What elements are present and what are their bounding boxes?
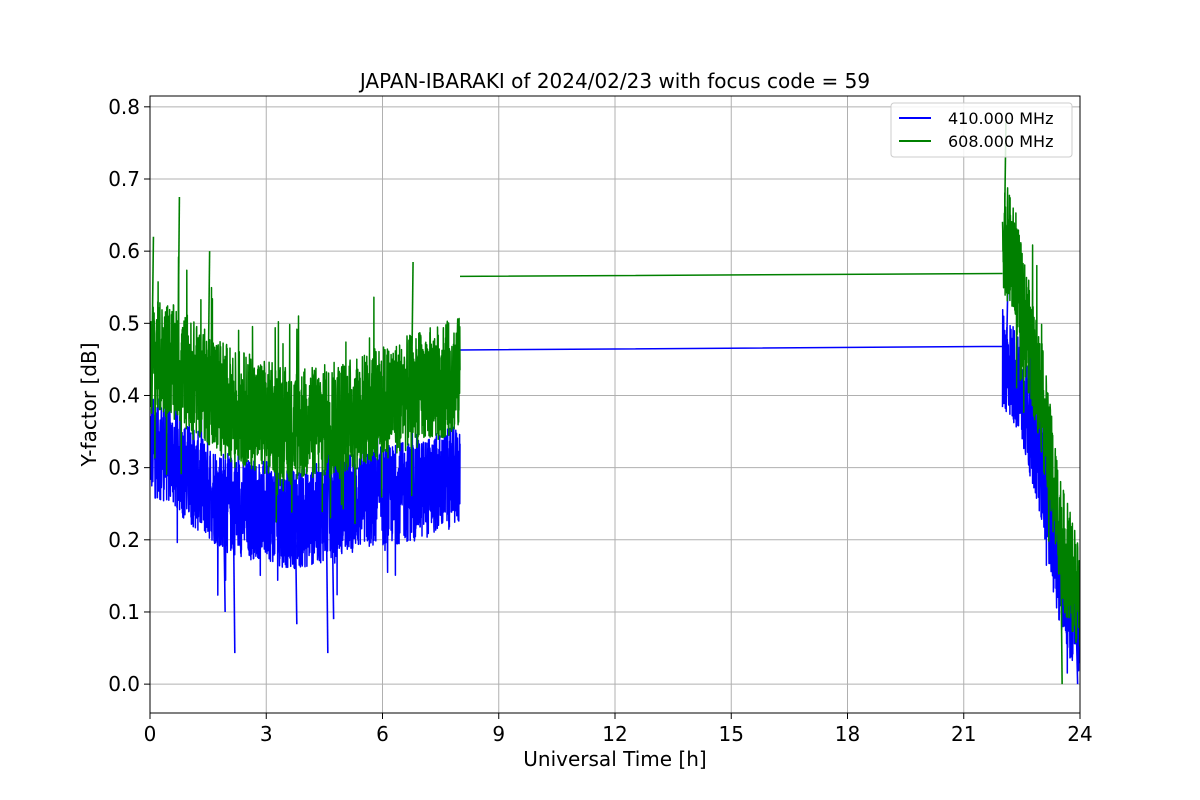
- y-tick-label: 0.2: [108, 528, 140, 552]
- y-tick-label: 0.3: [108, 456, 140, 480]
- series-spike: [222, 500, 226, 612]
- series-spike: [410, 261, 414, 392]
- chart-title: JAPAN-IBARAKI of 2024/02/23 with focus c…: [358, 69, 870, 93]
- series-path: [150, 187, 1080, 647]
- x-tick-label: 24: [1067, 722, 1092, 746]
- series-spike: [1059, 530, 1063, 685]
- x-tick-label: 12: [602, 722, 627, 746]
- series-2-line: [150, 121, 1080, 685]
- series-spike: [151, 236, 155, 360]
- y-tick-label: 0.6: [108, 239, 140, 263]
- series-spike: [331, 508, 335, 620]
- y-tick-label: 0.5: [108, 311, 140, 335]
- x-tick-label: 15: [719, 722, 744, 746]
- x-tick-label: 9: [492, 722, 505, 746]
- x-tick-label: 18: [835, 722, 860, 746]
- series-spike: [325, 510, 329, 654]
- y-axis-label: Y-factor [dB]: [77, 342, 101, 467]
- y-tick-label: 0.7: [108, 167, 140, 191]
- series-spike: [177, 197, 181, 366]
- series-spike: [294, 518, 298, 625]
- legend-entry-label: 608.000 MHz: [948, 132, 1053, 151]
- x-tick-label: 6: [376, 722, 389, 746]
- x-tick-label: 3: [260, 722, 273, 746]
- y-tick-label: 0.8: [108, 95, 140, 119]
- x-tick-label: 0: [144, 722, 157, 746]
- y-tick-label: 0.4: [108, 383, 140, 407]
- legend-entry-label: 410.000 MHz: [948, 109, 1053, 128]
- series-spike: [207, 251, 211, 389]
- legend: 410.000 MHz 608.000 MHz: [890, 102, 1073, 158]
- y-axis: 0.0 0.1 0.2 0.3 0.4 0.5 0.6 0.7 0.8: [108, 95, 150, 696]
- x-axis: 0 3 6 9 12 15 18 21 24: [144, 713, 1093, 746]
- y-tick-label: 0.0: [108, 672, 140, 696]
- series-spike: [232, 504, 236, 654]
- legend-box: [890, 102, 1073, 158]
- plot-area: [150, 121, 1080, 685]
- y-tick-label: 0.1: [108, 600, 140, 624]
- x-tick-label: 21: [951, 722, 976, 746]
- x-axis-label: Universal Time [h]: [523, 747, 706, 771]
